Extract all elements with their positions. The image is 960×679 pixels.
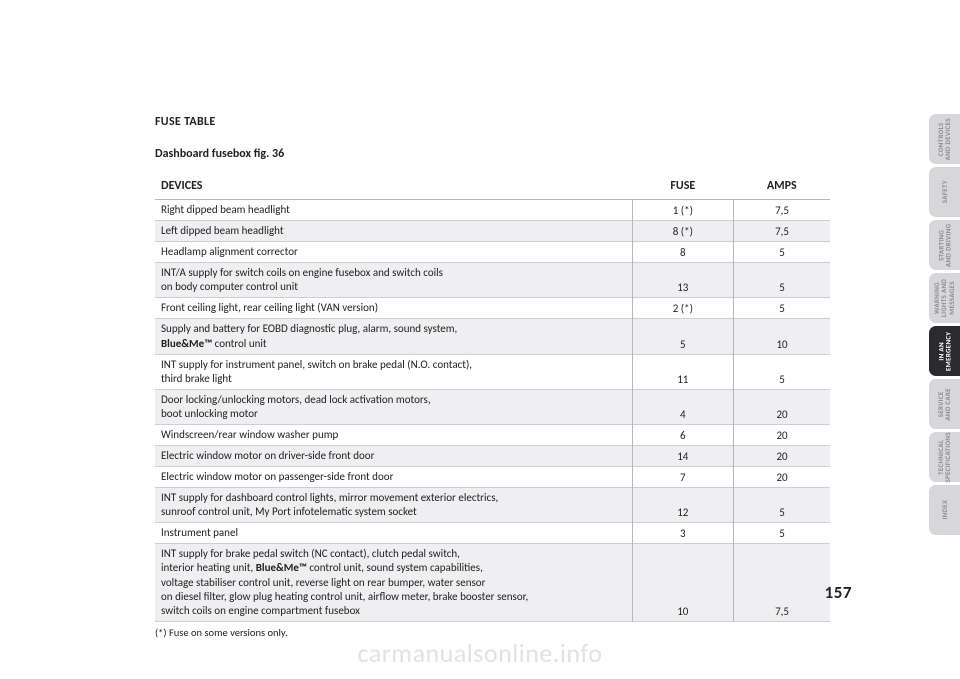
cell-amps: 5 [734, 263, 830, 298]
cell-device: Front ceiling light, rear ceiling light … [155, 298, 632, 319]
side-tab-label: CONTROLSAND DEVICES [937, 118, 952, 160]
section-tabs: CONTROLSAND DEVICES SAFETY STARTINGAND DRI… [929, 114, 960, 535]
table-footnote: (*) Fuse on some versions only. [155, 626, 830, 639]
cell-device: INT supply for dashboard control lights,… [155, 488, 632, 523]
cell-fuse: 2 (*) [632, 298, 734, 319]
table-row: INT supply for brake pedal switch (NC co… [155, 544, 830, 621]
col-devices: DEVICES [155, 175, 632, 200]
side-tab-label: SERVICEAND CARE [937, 388, 952, 421]
side-tab[interactable]: SAFETY [929, 167, 960, 217]
cell-device: Left dipped beam headlight [155, 221, 632, 242]
col-amps: AMPS [734, 175, 830, 200]
cell-fuse: 6 [632, 424, 734, 445]
page-number: 157 [825, 582, 852, 603]
cell-fuse: 8 [632, 242, 734, 263]
table-row: INT supply for dashboard control lights,… [155, 488, 830, 523]
table-row: Right dipped beam headlight1 (*)7,5 [155, 200, 830, 221]
cell-fuse: 5 [632, 319, 734, 354]
table-row: Front ceiling light, rear ceiling light … [155, 298, 830, 319]
cell-device: Right dipped beam headlight [155, 200, 632, 221]
side-tab[interactable]: INDEX [929, 485, 960, 535]
side-tab[interactable]: TECHNICALSPECIFICATIONS [929, 432, 960, 482]
cell-fuse: 12 [632, 488, 734, 523]
cell-fuse: 10 [632, 544, 734, 621]
side-tab-label: SAFETY [941, 177, 948, 208]
cell-amps: 20 [734, 446, 830, 467]
side-tab-label: STARTINGAND DRIVING [937, 223, 952, 266]
table-row: INT/A supply for switch coils on engine … [155, 263, 830, 298]
table-row: Windscreen/rear window washer pump620 [155, 424, 830, 445]
cell-amps: 7,5 [734, 544, 830, 621]
cell-fuse: 7 [632, 467, 734, 488]
cell-amps: 20 [734, 467, 830, 488]
cell-device: INT/A supply for switch coils on engine … [155, 263, 632, 298]
cell-fuse: 11 [632, 354, 734, 389]
side-tab-label: TECHNICALSPECIFICATIONS [937, 432, 952, 483]
fuse-table: DEVICES FUSE AMPS Right dipped beam head… [155, 175, 830, 622]
cell-fuse: 1 (*) [632, 200, 734, 221]
cell-amps: 5 [734, 242, 830, 263]
side-tab-label: INDEX [941, 495, 948, 526]
cell-amps: 5 [734, 354, 830, 389]
cell-device: Electric window motor on driver-side fro… [155, 446, 632, 467]
side-tab[interactable]: SERVICEAND CARE [929, 379, 960, 429]
cell-amps: 5 [734, 488, 830, 523]
section-subheading: Dashboard fusebox fig. 36 [155, 147, 830, 161]
cell-amps: 10 [734, 319, 830, 354]
cell-device: Headlamp alignment corrector [155, 242, 632, 263]
cell-device: Instrument panel [155, 523, 632, 544]
table-row: Headlamp alignment corrector85 [155, 242, 830, 263]
side-tab[interactable]: STARTINGAND DRIVING [929, 220, 960, 270]
table-row: INT supply for instrument panel, switch … [155, 354, 830, 389]
cell-device: Windscreen/rear window washer pump [155, 424, 632, 445]
table-row: Electric window motor on passenger-side … [155, 467, 830, 488]
col-fuse: FUSE [632, 175, 734, 200]
table-row: Electric window motor on driver-side fro… [155, 446, 830, 467]
cell-amps: 20 [734, 424, 830, 445]
side-tab[interactable]: WARNINGLIGHTS ANDMESSAGES [929, 273, 960, 323]
cell-fuse: 13 [632, 263, 734, 298]
table-row: Supply and battery for EOBD diagnostic p… [155, 319, 830, 354]
cell-amps: 20 [734, 389, 830, 424]
cell-device: Electric window motor on passenger-side … [155, 467, 632, 488]
cell-device: Supply and battery for EOBD diagnostic p… [155, 319, 632, 354]
cell-device: INT supply for brake pedal switch (NC co… [155, 544, 632, 621]
side-tab-label: IN ANEMERGENCY [937, 331, 952, 370]
side-tab-label: WARNINGLIGHTS ANDMESSAGES [933, 279, 955, 317]
table-row: Left dipped beam headlight8 (*)7,5 [155, 221, 830, 242]
table-row: Instrument panel35 [155, 523, 830, 544]
cell-fuse: 4 [632, 389, 734, 424]
cell-amps: 7,5 [734, 221, 830, 242]
side-tab[interactable]: CONTROLSAND DEVICES [929, 114, 960, 164]
cell-fuse: 14 [632, 446, 734, 467]
cell-amps: 5 [734, 523, 830, 544]
side-tab[interactable]: IN ANEMERGENCY [929, 326, 960, 376]
cell-amps: 5 [734, 298, 830, 319]
table-row: Door locking/unlocking motors, dead lock… [155, 389, 830, 424]
table-header-row: DEVICES FUSE AMPS [155, 175, 830, 200]
cell-fuse: 8 (*) [632, 221, 734, 242]
cell-device: Door locking/unlocking motors, dead lock… [155, 389, 632, 424]
cell-amps: 7,5 [734, 200, 830, 221]
section-heading: FUSE TABLE [155, 115, 830, 129]
page-content: FUSE TABLE Dashboard fusebox fig. 36 DEV… [155, 115, 830, 639]
cell-fuse: 3 [632, 523, 734, 544]
cell-device: INT supply for instrument panel, switch … [155, 354, 632, 389]
watermark: carmanualsonline.info [0, 637, 960, 669]
